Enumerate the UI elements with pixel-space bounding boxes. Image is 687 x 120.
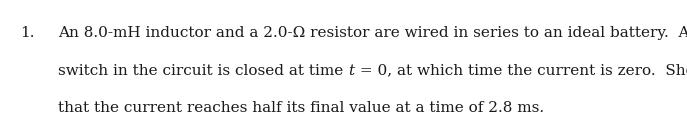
Text: 1.: 1.: [21, 26, 35, 40]
Text: = 0, at which time the current is zero.  Show: = 0, at which time the current is zero. …: [354, 64, 687, 78]
Text: t: t: [348, 64, 354, 78]
Text: that the current reaches half its final value at a time of 2.8 ms.: that the current reaches half its final …: [58, 101, 545, 115]
Text: An 8.0-mH inductor and a 2.0-Ω resistor are wired in series to an ideal battery.: An 8.0-mH inductor and a 2.0-Ω resistor …: [58, 26, 687, 40]
Text: switch in the circuit is closed at time: switch in the circuit is closed at time: [58, 64, 348, 78]
